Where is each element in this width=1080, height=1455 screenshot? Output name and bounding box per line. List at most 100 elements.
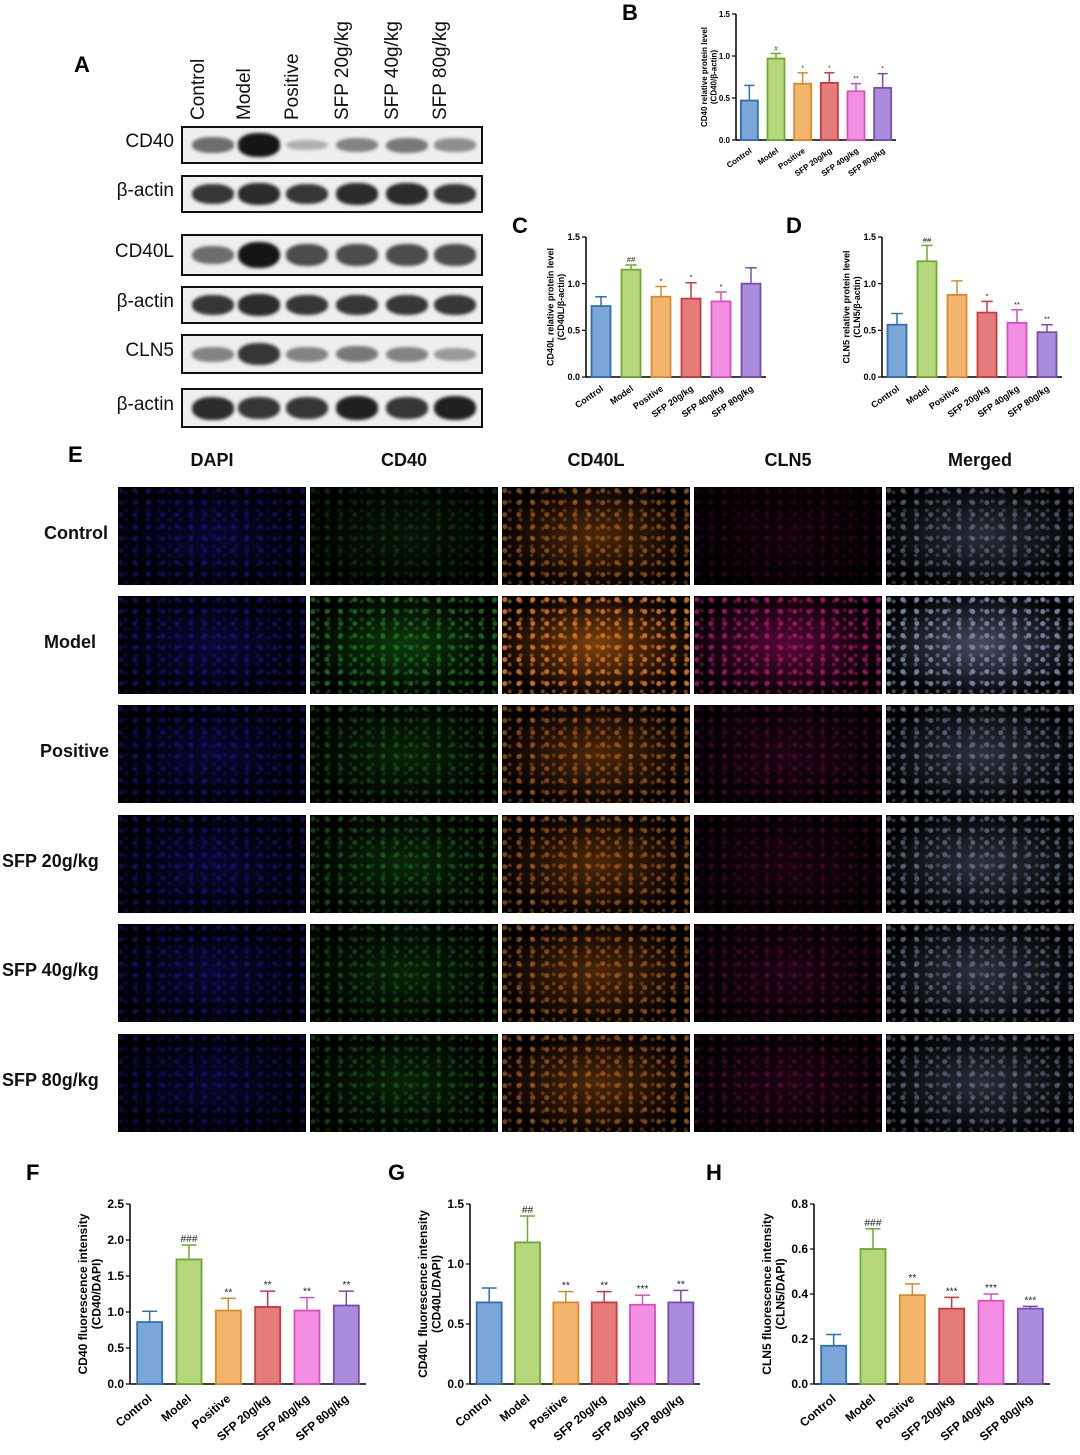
bar [680, 297, 702, 378]
blot-band [336, 137, 378, 153]
if-image-tile [694, 705, 882, 803]
if-image-tile [310, 705, 498, 803]
bar [766, 57, 786, 141]
if-image-tile [118, 596, 306, 694]
y-tick-label: 1.5 [567, 232, 580, 242]
y-axis-label-line: CLN5 relative protein level [842, 250, 852, 363]
if-row-label: SFP 40g/kg [2, 960, 99, 980]
bar [846, 90, 866, 141]
y-tick-label: 1.0 [719, 52, 731, 61]
if-image-tile [118, 815, 306, 913]
blot-lane-label: SFP 40g/kg [382, 21, 403, 120]
blot-band [434, 347, 476, 361]
significance-marker: ### [865, 1218, 882, 1229]
blot-band [386, 346, 428, 362]
y-axis-label-line: CLN5 fluorescence intensity [760, 1213, 774, 1375]
blot-strip [181, 234, 483, 276]
if-row-label: SFP 80g/kg [2, 1070, 99, 1090]
bar [710, 300, 732, 378]
blot-lane-label: Positive [282, 53, 303, 120]
significance-marker: ** [342, 1280, 350, 1291]
if-row-label: Model [44, 632, 96, 652]
category-label: Control [452, 1392, 494, 1430]
if-image-tile [502, 596, 690, 694]
blot-band [286, 397, 328, 419]
blot-band [192, 346, 234, 362]
significance-marker: ## [627, 255, 636, 264]
if-image-tile [310, 815, 498, 913]
y-axis-label-line: (CD40/DAPI) [90, 1259, 104, 1330]
blot-strip [181, 388, 483, 428]
y-axis-label-line: (CD40L/β-actin) [556, 274, 566, 341]
bar [740, 282, 762, 378]
y-tick-label: 0.0 [107, 1377, 124, 1391]
if-image-tile [310, 487, 498, 585]
y-tick-label: 1.0 [567, 279, 580, 289]
if-image-tile [118, 924, 306, 1022]
bar [898, 1294, 926, 1385]
blot-band [386, 183, 428, 205]
blot-band [286, 244, 328, 266]
if-row-label: SFP 20g/kg [2, 851, 99, 871]
if-image-tile [118, 705, 306, 803]
category-label: Model [842, 1392, 878, 1425]
y-axis-label: CD40 fluorescence intensity(CD40/DAPI) [76, 1213, 104, 1374]
significance-marker: ### [181, 1234, 198, 1245]
panel-letter-h: H [706, 1160, 722, 1185]
y-axis-label: CD40L relative protein level(CD40L/β-act… [546, 248, 566, 366]
if-image-tile [886, 487, 1074, 585]
y-tick-label: 0.5 [863, 325, 876, 335]
category-label: Control [113, 1392, 155, 1430]
category-label: Control [797, 1392, 839, 1430]
y-tick-label: 1.0 [107, 1305, 124, 1319]
panel-letter-e: E [68, 442, 83, 467]
if-row-label: Control [44, 523, 108, 543]
bar [650, 295, 672, 378]
bar [859, 1248, 887, 1385]
y-tick-label: 2.0 [107, 1233, 124, 1247]
bar [819, 81, 839, 141]
y-tick-label: 0.0 [863, 372, 876, 382]
bar [739, 99, 759, 141]
y-axis-label: CD40L fluorescence intensity(CD40L/DAPI) [416, 1210, 444, 1378]
y-tick-label: 0.5 [567, 325, 580, 335]
blot-band [238, 343, 280, 365]
significance-marker: ## [923, 235, 932, 244]
if-image-tile [694, 1034, 882, 1132]
blot-row-label: CD40 [125, 131, 174, 152]
blot-band [238, 397, 280, 419]
if-image-tile [694, 924, 882, 1022]
significance-marker: ** [264, 1280, 272, 1291]
blot-row-label: β-actin [116, 291, 174, 312]
blot-band [286, 139, 328, 151]
blot-band [238, 133, 280, 157]
blot-band [192, 183, 234, 205]
significance-marker: ** [303, 1287, 311, 1298]
significance-marker: ** [224, 1287, 232, 1298]
y-tick-label: 0.5 [447, 1317, 464, 1331]
y-axis-label-line: (CD40L/DAPI) [430, 1255, 444, 1333]
y-tick-label: 0.4 [791, 1287, 808, 1301]
y-tick-label: 0.5 [107, 1341, 124, 1355]
blot-band [336, 294, 378, 316]
significance-marker: ** [1014, 300, 1020, 309]
bar [590, 305, 612, 378]
panel-letter-g: G [388, 1160, 406, 1185]
blot-band [386, 397, 428, 419]
if-image-tile [886, 815, 1074, 913]
blot-band [336, 183, 378, 205]
blot-lane-label: Control [188, 58, 209, 120]
bar [886, 323, 908, 378]
if-image-tile [886, 705, 1074, 803]
if-image-tile [502, 924, 690, 1022]
panel-letter-a: A [74, 52, 90, 77]
significance-marker: ** [677, 1279, 685, 1290]
if-image-tile [502, 1034, 690, 1132]
blot-band [286, 294, 328, 316]
blot-band [238, 241, 280, 269]
significance-marker: *** [946, 1286, 958, 1297]
y-axis-label: CLN5 fluorescence intensity(CLN5/DAPI) [760, 1213, 788, 1375]
blot-strip [181, 286, 483, 324]
